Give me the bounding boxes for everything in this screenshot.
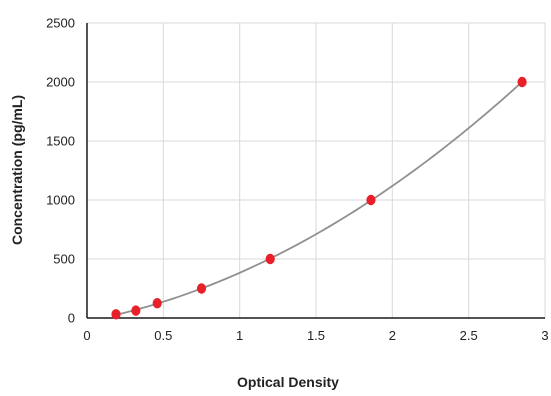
y-tick-label: 2000 xyxy=(46,75,75,90)
data-point xyxy=(131,305,141,316)
x-tick-label: 2 xyxy=(389,328,396,343)
y-tick-label: 1500 xyxy=(46,134,75,149)
y-axis-title: Concentration (pg/mL) xyxy=(9,95,25,245)
x-axis-title: Optical Density xyxy=(237,374,339,390)
x-tick-label: 0 xyxy=(83,328,90,343)
data-point xyxy=(196,283,207,294)
y-tick-label: 2500 xyxy=(46,16,75,31)
data-point xyxy=(152,298,162,309)
data-point xyxy=(111,309,121,320)
data-points xyxy=(111,76,527,320)
y-tick-labels: 0 500 1000 1500 2000 2500 xyxy=(46,16,75,326)
axes xyxy=(86,23,545,319)
grid xyxy=(86,22,546,319)
y-tick-label: 500 xyxy=(53,252,75,267)
x-tick-labels: 0 0.5 1 1.5 2 2.5 3 xyxy=(83,328,548,343)
fit-curve xyxy=(115,81,523,316)
y-tick-label: 0 xyxy=(68,311,75,326)
data-point xyxy=(366,194,376,206)
x-tick-label: 0.5 xyxy=(154,328,172,343)
x-tick-label: 1 xyxy=(236,328,243,343)
x-tick-label: 2.5 xyxy=(460,328,478,343)
data-point xyxy=(517,76,527,88)
y-tick-label: 1000 xyxy=(46,193,75,208)
x-tick-label: 3 xyxy=(541,328,548,343)
x-tick-label: 1.5 xyxy=(307,328,325,343)
data-point xyxy=(265,253,275,265)
